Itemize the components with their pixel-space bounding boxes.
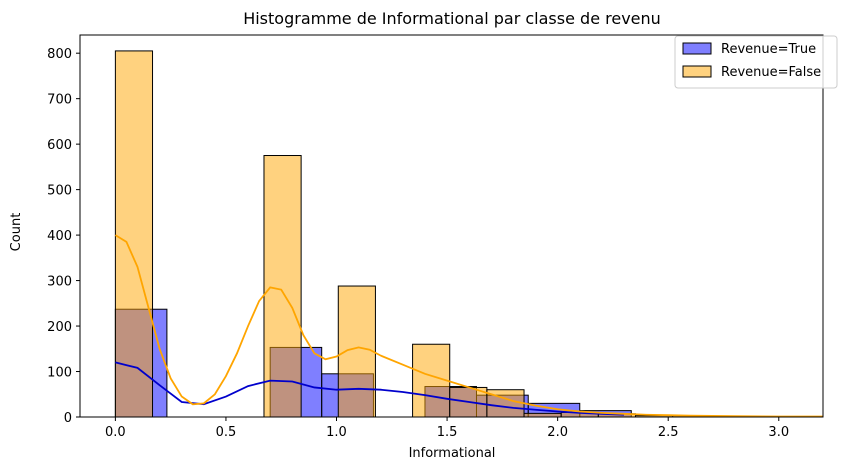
- x-axis-label: Informational: [409, 446, 496, 461]
- x-tick-label-6: 3.0: [768, 425, 789, 440]
- y-tick-label-6: 600: [47, 138, 72, 153]
- histogram-bars: [114, 50, 822, 418]
- kde-curves: [114, 234, 823, 418]
- y-tick-label-3: 300: [47, 275, 72, 290]
- axes: 0.0 0.5 1.0 1.5 2.0 2.5 3.0 0 100 200 300 400 500 600…: [47, 34, 824, 440]
- y-tick-label-4: 400: [47, 229, 72, 244]
- x-tick-label-3: 1.5: [437, 425, 458, 440]
- y-axis-label: Count: [9, 213, 24, 252]
- bar-revenue-false-11: [523, 412, 562, 418]
- legend: Revenue=True Revenue=False: [674, 35, 838, 89]
- y-tick-label-7: 700: [47, 93, 72, 108]
- plot-frame: [79, 34, 824, 418]
- y-tick-label-2: 200: [47, 320, 72, 335]
- legend-label-revenue-false: Revenue=False: [721, 65, 821, 80]
- kde-line-revenue-false: [114, 234, 823, 418]
- bar-revenue-false-0: [114, 50, 154, 418]
- x-tick-label-4: 2.0: [547, 425, 568, 440]
- legend-label-revenue-true: Revenue=True: [721, 42, 816, 57]
- y-tick-label-8: 800: [47, 47, 72, 62]
- y-tick-label-5: 500: [47, 184, 72, 199]
- y-tick-label-0: 0: [64, 411, 72, 426]
- x-tick-label-1: 0.5: [216, 425, 237, 440]
- legend-swatch-revenue-true: [682, 42, 712, 55]
- x-tick-label-2: 1.0: [326, 425, 347, 440]
- legend-swatch-revenue-false: [682, 65, 712, 78]
- x-tick-label-0: 0.0: [105, 425, 126, 440]
- x-tick-label-5: 2.5: [658, 425, 679, 440]
- bar-revenue-false-4: [263, 155, 302, 418]
- legend-frame: [674, 35, 838, 89]
- chart-title: Histogramme de Informational par classe …: [243, 9, 661, 28]
- y-tick-label-1: 100: [47, 366, 72, 381]
